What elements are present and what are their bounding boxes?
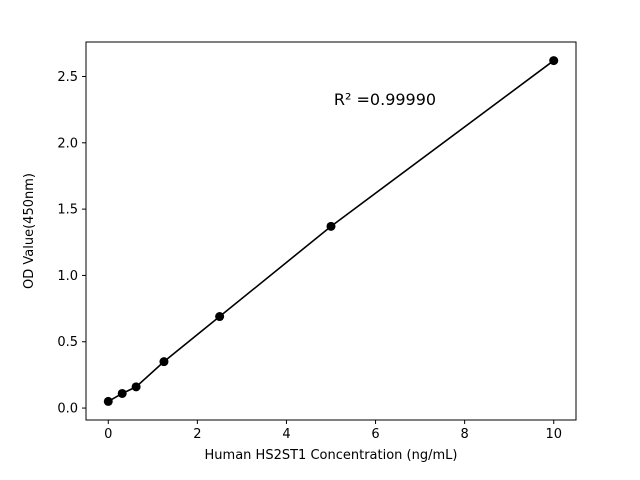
data-point [215,312,225,322]
x-tick-label: 0 [104,427,112,442]
x-tick-label: 8 [460,427,468,442]
y-tick-label: 2.0 [57,136,78,151]
data-point [117,388,127,398]
y-tick-label: 1.0 [57,269,78,284]
x-tick-label: 6 [371,427,379,442]
y-tick-label: 2.5 [57,70,78,85]
x-tick-label: 10 [545,427,562,442]
y-axis-label: OD Value(450nm) [22,173,37,289]
y-tick-label: 0.5 [57,335,78,350]
x-tick-label: 2 [193,427,201,442]
x-axis-label: Human HS2ST1 Concentration (ng/mL) [204,448,458,463]
x-tick-label: 4 [282,427,290,442]
data-point [103,396,113,406]
data-point [131,382,141,392]
data-point [549,56,559,66]
data-point [159,357,169,367]
y-tick-label: 1.5 [57,203,78,218]
axis-frame [85,41,577,421]
r-squared-annotation: R² =0.99990 [333,90,437,109]
data-point [326,221,336,231]
fit-line [107,59,555,403]
y-tick-label: 0.0 [57,402,78,417]
